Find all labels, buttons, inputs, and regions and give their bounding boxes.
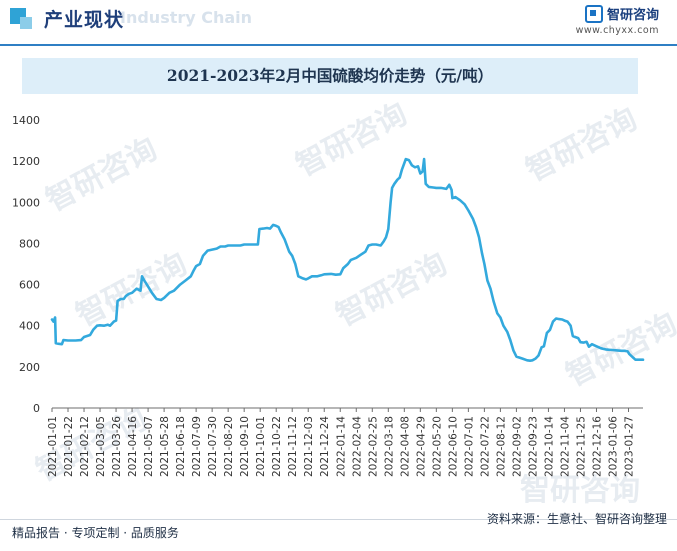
x-tick-label: 2021-02-12: [79, 416, 91, 477]
x-tick-label: 2021-01-22: [63, 416, 75, 477]
price-line-chart: 0 200 400 600 800 1000 1200 1400 2021-01-01 2021-…: [12, 114, 645, 477]
x-tick-label: 2022-02-04: [351, 416, 363, 477]
y-tick-label: 600: [19, 279, 40, 292]
x-tick-label: 2021-12-24: [319, 416, 331, 477]
x-tick-label: 2022-12-16: [591, 416, 603, 477]
x-tick-label: 2021-04-16: [127, 416, 139, 477]
x-tick-label: 2021-07-30: [207, 416, 219, 477]
price-series-line: [50, 157, 645, 363]
x-tick-label: 2022-11-04: [559, 416, 571, 477]
x-tick-label: 2021-05-28: [159, 416, 171, 477]
x-tick-label: 2021-05-07: [143, 416, 155, 477]
x-tick-label: 2021-11-12: [287, 416, 299, 477]
y-tick-label: 1400: [12, 114, 40, 127]
data-source: 资料来源：生意社、智研咨询整理: [486, 512, 667, 526]
x-tick-label: 2022-09-02: [511, 416, 523, 477]
x-tick-label: 2021-09-10: [239, 416, 251, 477]
y-tick-label: 1200: [12, 155, 40, 168]
y-tick-label: 200: [19, 361, 40, 374]
header-decoration-square-light: [20, 17, 32, 29]
x-tick-label: 2021-06-18: [175, 416, 187, 477]
header: Industry Chain 产业现状 智研咨询 www.chyxx.com: [0, 0, 677, 44]
y-tick-label: 1000: [12, 196, 40, 209]
x-tick-label: 2021-12-03: [303, 416, 315, 477]
footer-tagline: 精品报告 · 专项定制 · 品质服务: [12, 526, 179, 540]
x-tick-label: 2021-10-22: [271, 416, 283, 477]
y-tick-label: 800: [19, 237, 40, 250]
footer-divider: [0, 519, 677, 520]
brand-logo-icon: [584, 4, 603, 23]
x-tick-label: 2022-02-25: [367, 416, 379, 477]
x-tick-label: 2022-07-01: [463, 416, 475, 477]
x-tick-label: 2022-01-14: [335, 416, 347, 477]
chart-title-box: 2021-2023年2月中国硫酸均价走势（元/吨）: [22, 58, 638, 94]
x-tick-label: 2022-03-18: [383, 416, 395, 477]
brand-block: 智研咨询 www.chyxx.com: [576, 4, 659, 36]
x-tick-label: 2022-04-08: [399, 416, 411, 477]
x-tick-label: 2022-06-10: [447, 416, 459, 477]
x-tick-label: 2021-10-01: [255, 416, 267, 477]
x-tick-label: 2021-03-05: [95, 416, 107, 477]
header-divider: [0, 44, 677, 46]
x-tick-label: 2022-09-23: [527, 416, 539, 477]
section-title: 产业现状: [44, 9, 125, 31]
x-tick-label: 2021-07-09: [191, 416, 203, 477]
chart-title: 2021-2023年2月中国硫酸均价走势（元/吨）: [166, 66, 494, 85]
x-tick-label: 2021-08-20: [223, 416, 235, 477]
x-tick-label: 2023-01-27: [624, 416, 636, 477]
x-tick-label: 2022-11-25: [575, 416, 587, 477]
x-tick-label: 2021-01-01: [47, 416, 59, 477]
x-tick-label: 2022-08-12: [495, 416, 507, 477]
brand-name: 智研咨询: [606, 8, 659, 23]
x-tick-label: 2022-05-20: [431, 416, 443, 477]
x-tick-label: 2022-07-22: [479, 416, 491, 477]
section-watermark: Industry Chain: [120, 8, 253, 27]
x-tick-label: 2023-01-06: [607, 416, 619, 477]
x-tick-label: 2021-03-26: [111, 416, 123, 477]
x-tick-label: 2022-04-29: [415, 416, 427, 477]
y-tick-label: 0: [33, 402, 40, 415]
y-tick-label: 400: [19, 320, 40, 333]
x-tick-label: 2022-10-14: [543, 416, 555, 477]
brand-url: www.chyxx.com: [575, 25, 659, 36]
